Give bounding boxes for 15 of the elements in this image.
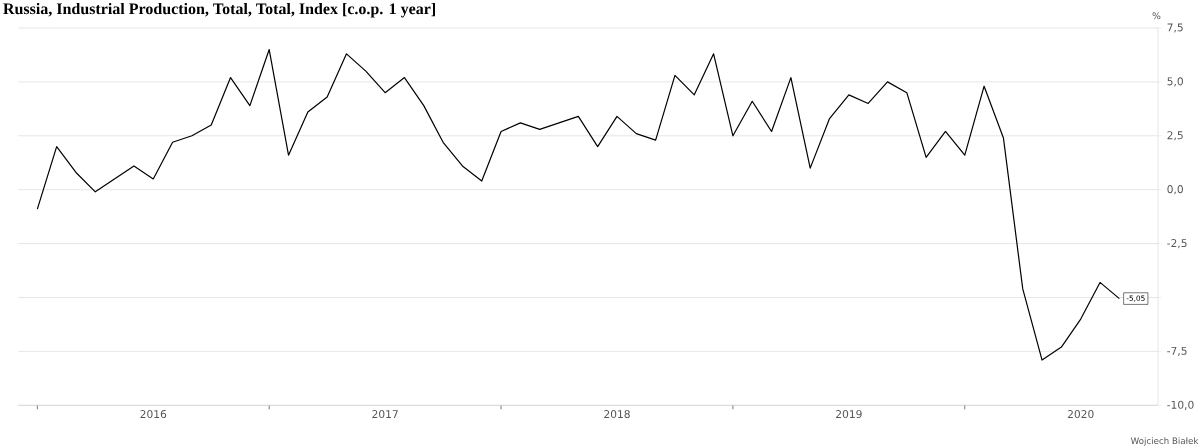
x-tick-label: 2020 [1067,410,1094,419]
y-tick-label: 5,0 [1167,77,1183,87]
x-tick-label: 2016 [140,410,167,419]
y-tick-label: -10,0 [1167,400,1194,410]
text: Wojciech Białek [1130,437,1199,446]
x-tick-label: 2018 [604,410,630,419]
y-tick-label: -2,5 [1167,239,1187,249]
y-tick-label: 7,5 [1167,23,1183,33]
chart-title: Russia, Industrial Production, Total, Total, Index [c.o.p. 1 year] [3,2,435,18]
y-axis-title: % [1152,12,1161,20]
y-tick-label: 2,5 [1167,131,1183,141]
y-tick-label: 0,0 [1167,185,1183,195]
x-tick-label: 2019 [836,410,862,419]
x-tick-label: 2017 [372,410,398,419]
y-tick-label: -7,5 [1167,346,1187,356]
